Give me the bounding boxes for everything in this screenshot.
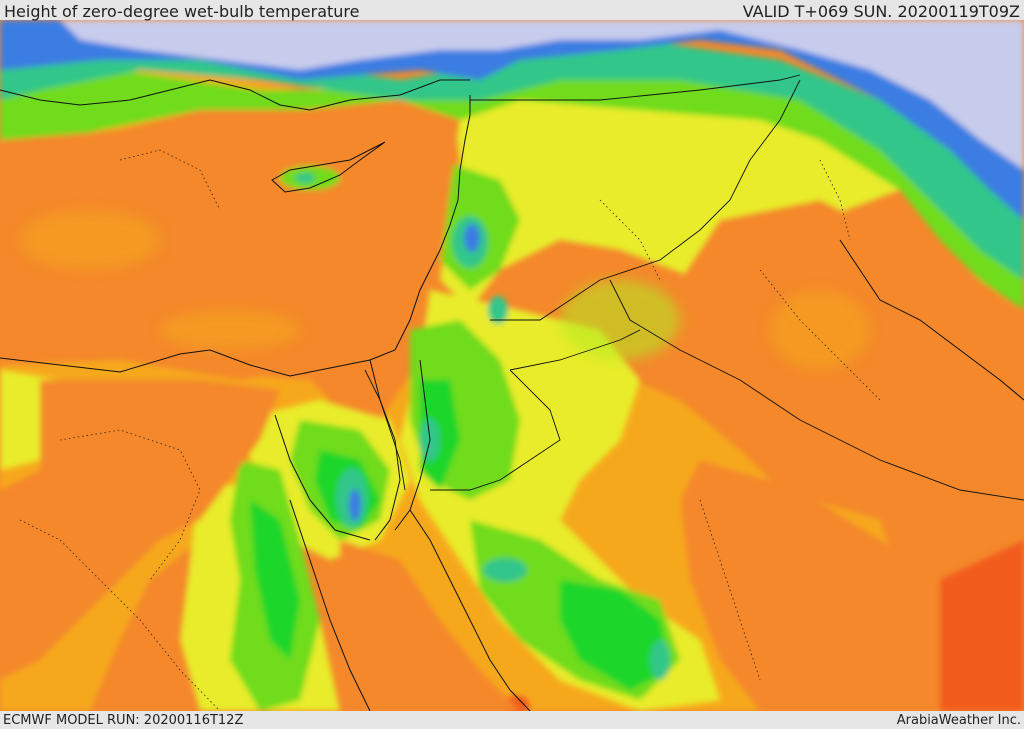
model-run-label: ECMWF MODEL RUN: 20200116T12Z xyxy=(3,713,244,728)
sinai-west-coast xyxy=(274,414,371,541)
yellow-green-patch-2 xyxy=(20,210,160,270)
dotted-border-6 xyxy=(819,159,851,241)
red-sea-west-coast xyxy=(289,499,371,711)
teal-jordan xyxy=(488,296,508,324)
teal-north-band xyxy=(0,40,1024,280)
blue-sinai xyxy=(349,489,361,521)
credit-label: ArabiaWeather Inc. xyxy=(896,713,1021,728)
red-sea-east-coast xyxy=(409,509,531,711)
orange-south-arabia xyxy=(680,460,940,711)
dark-orange-southeast xyxy=(930,540,1024,711)
bright-green-nile xyxy=(250,500,300,660)
dotted-border-2 xyxy=(19,519,221,711)
bright-green-palestine xyxy=(420,380,460,490)
mediterranean-south-coast xyxy=(0,95,471,377)
border-jordan-saudi xyxy=(490,79,801,321)
blue-north-band xyxy=(0,20,1024,220)
contour-highlights xyxy=(20,210,870,370)
coastlines xyxy=(0,79,1024,711)
valid-time-label: VALID T+069 SUN. 20200119T09Z xyxy=(742,2,1020,21)
dotted-border-4 xyxy=(759,269,881,401)
yellow-green-patch-3 xyxy=(560,280,680,360)
turkey-south-coast xyxy=(0,79,470,111)
footer-bar xyxy=(0,711,1024,729)
lavender-north xyxy=(60,20,1024,170)
dotted-border-1 xyxy=(59,429,201,581)
dotted-border-5 xyxy=(699,499,761,681)
map-title: Height of zero-degree wet-bulb temperatu… xyxy=(4,2,360,21)
bright-green-arabia xyxy=(560,580,670,690)
persian-gulf-coast xyxy=(839,239,1024,401)
teal-saudi xyxy=(483,558,527,582)
gulf-of-suez xyxy=(369,359,401,541)
blue-lebanon xyxy=(464,224,480,252)
orange-egypt xyxy=(0,380,280,680)
province-borders xyxy=(19,149,881,711)
national-borders xyxy=(364,74,1024,501)
border-saudi-jordan-south xyxy=(430,369,561,491)
yellow-green-patch-1 xyxy=(160,310,300,350)
border-syria-turkey xyxy=(470,74,801,101)
dotted-border-7 xyxy=(119,149,221,211)
border-iraq-saudi xyxy=(609,279,1024,501)
gulf-of-aqaba xyxy=(394,359,431,531)
border-jordan xyxy=(509,329,641,371)
dotted-border-3 xyxy=(599,199,661,281)
yellow-green-patch-4 xyxy=(770,290,870,370)
cyprus-teal xyxy=(295,173,315,183)
teal-saudi-south xyxy=(650,640,670,680)
header-bar: Height of zero-degree wet-bulb temperatu… xyxy=(0,0,1024,21)
freezing-level-field xyxy=(0,20,1024,711)
orange-redsea xyxy=(340,540,520,711)
cyprus-outline xyxy=(271,141,386,193)
orange-mediterranean xyxy=(0,100,460,380)
border-egypt-israel xyxy=(364,369,406,491)
weather-map xyxy=(0,20,1024,711)
green-north-band xyxy=(0,50,1024,310)
